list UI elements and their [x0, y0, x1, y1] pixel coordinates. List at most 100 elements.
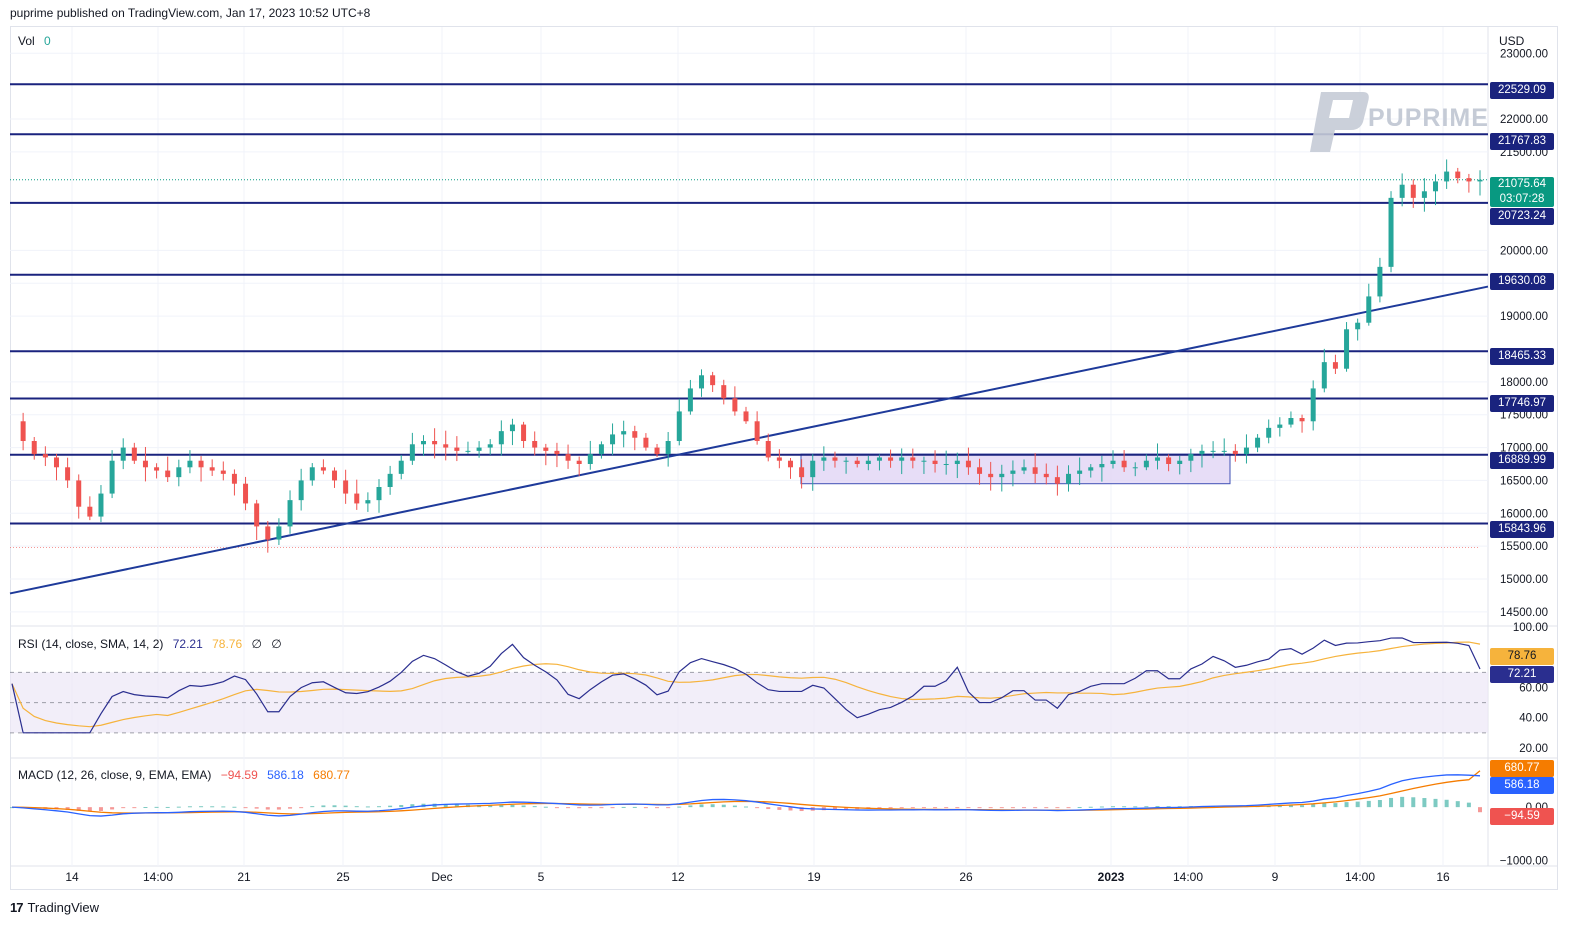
y-tick-label: 17500.00	[1500, 410, 1548, 422]
macd-histogram-bar	[699, 804, 704, 808]
candle-body	[543, 447, 549, 451]
candle-body	[665, 441, 671, 455]
macd-histogram-bar	[732, 805, 737, 808]
macd-histogram-bar	[1377, 800, 1382, 808]
candle-body	[20, 421, 26, 441]
candle-body	[954, 460, 960, 464]
candle-body	[98, 493, 104, 517]
macd-histogram-bar	[176, 806, 181, 808]
level-tag: 22529.09	[1490, 82, 1554, 99]
candle-body	[1477, 179, 1483, 182]
macd-histogram-bar	[933, 807, 938, 809]
published-caption: puprime published on TradingView.com, Ja…	[10, 6, 371, 20]
candle-body	[376, 487, 382, 501]
macd-histogram-bar	[1077, 807, 1082, 809]
candle-body	[1166, 457, 1172, 464]
volume-title: Vol	[18, 34, 35, 48]
candle-body	[865, 460, 871, 464]
candle-body	[1221, 450, 1227, 452]
candle-body	[565, 454, 571, 461]
y-tick-label: 18000.00	[1500, 377, 1548, 389]
macd-tag: 586.18	[1490, 777, 1554, 794]
rsi-ma-value: 78.76	[212, 637, 243, 651]
macd-histogram-bar	[1389, 797, 1394, 808]
macd-histogram-bar	[721, 804, 726, 808]
rsi-tick-label: 20.00	[1519, 743, 1548, 755]
macd-histogram-bar	[621, 806, 626, 808]
x-tick-label: 14:00	[143, 870, 173, 884]
candle-body	[1132, 467, 1138, 469]
candle-body	[1199, 450, 1205, 455]
puprime-logo-icon	[1310, 92, 1369, 152]
level-tag: 21767.83	[1490, 133, 1554, 150]
candle-body	[1332, 362, 1338, 369]
candle-body	[799, 467, 805, 478]
macd-histogram-bar	[844, 807, 849, 810]
rsi-tick-label: 40.00	[1519, 713, 1548, 725]
candle-body	[576, 460, 582, 464]
candle-body	[888, 457, 894, 461]
candle-body	[676, 411, 682, 441]
candle-body	[53, 457, 59, 468]
candle-body	[320, 467, 326, 471]
candle-body	[721, 385, 727, 399]
y-tick-label: 14500.00	[1500, 607, 1548, 619]
candle-body	[932, 460, 938, 464]
candle-body	[1188, 454, 1194, 461]
candle-body	[1310, 388, 1316, 422]
macd-histogram-bar	[1466, 802, 1471, 808]
candle-body	[176, 467, 182, 478]
macd-histogram-bar	[655, 807, 660, 809]
macd-title: MACD (12, 26, close, 9, EMA, EMA)	[18, 768, 212, 782]
candle-body	[387, 473, 393, 487]
candle-body	[876, 457, 882, 461]
macd-histogram-bar	[65, 807, 70, 810]
hist-tag: −94.59	[1490, 808, 1554, 825]
macd-histogram-bar	[577, 807, 582, 809]
x-tick-label: 25	[336, 870, 350, 884]
y-tick-label: 16500.00	[1500, 475, 1548, 487]
macd-histogram-bar	[187, 806, 192, 808]
macd-histogram-bar	[1022, 807, 1027, 809]
macd-histogram-bar	[1033, 807, 1038, 809]
x-tick-label: Dec	[431, 870, 452, 884]
macd-histogram-bar	[87, 807, 92, 812]
candle-body	[87, 506, 93, 517]
macd-histogram-bar	[365, 806, 370, 808]
candle-body	[1433, 181, 1439, 192]
candle-body	[131, 447, 137, 461]
y-tick-label: 16000.00	[1500, 508, 1548, 520]
macd-histogram-bar	[510, 804, 515, 808]
macd-histogram-bar	[488, 805, 493, 808]
macd-histogram-bar	[499, 805, 504, 808]
rsi-legend[interactable]: RSI (14, close, SMA, 14, 2) 72.21 78.76 …	[18, 637, 282, 651]
candle-body	[443, 444, 449, 448]
x-tick-label: 19	[807, 870, 821, 884]
macd-hist-value: −94.59	[220, 768, 258, 782]
tradingview-brand: TradingView	[27, 900, 100, 915]
level-tag: 19630.08	[1490, 273, 1554, 290]
macd-histogram-bar	[132, 807, 137, 809]
x-tick-label: 21	[237, 870, 251, 884]
candle-body	[1288, 418, 1294, 425]
macd-legend[interactable]: MACD (12, 26, close, 9, EMA, EMA) −94.59…	[18, 768, 350, 782]
macd-histogram-bar	[1322, 803, 1327, 808]
current-price-tag: 21075.64 03:07:28	[1490, 177, 1554, 207]
rsi-extra-1: ∅	[251, 637, 262, 651]
watermark-text: PUPRIME	[1368, 104, 1489, 132]
footer[interactable]: 17 TradingView	[10, 900, 99, 915]
macd-histogram-bar	[832, 807, 837, 810]
macd-histogram-bar	[210, 806, 215, 808]
macd-histogram-bar	[1044, 807, 1049, 809]
candle-body	[1099, 464, 1105, 468]
candle-body	[965, 460, 971, 468]
candle-body	[454, 447, 460, 451]
macd-histogram-bar	[1455, 801, 1460, 808]
candle-body	[1066, 473, 1072, 484]
macd-histogram-bar	[610, 807, 615, 809]
candle-body	[598, 444, 604, 455]
macd-histogram-bar	[276, 807, 281, 810]
macd-histogram-bar	[343, 805, 348, 808]
candle-body	[632, 431, 638, 438]
